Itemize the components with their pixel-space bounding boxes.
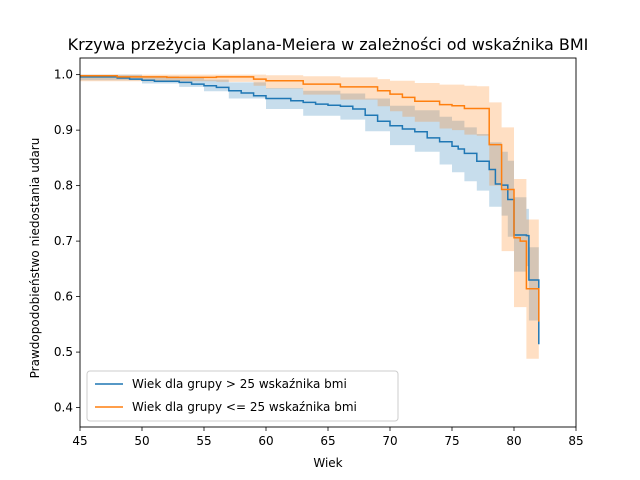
y-tick-label: 1.0 xyxy=(54,68,73,82)
y-tick-label: 0.9 xyxy=(54,123,73,137)
x-tick-label: 55 xyxy=(196,434,211,448)
y-tick-label: 0.4 xyxy=(54,401,73,415)
x-tick-label: 80 xyxy=(506,434,521,448)
y-tick-label: 0.6 xyxy=(54,290,73,304)
y-axis-label: Prawdopodobieństwo niedostania udaru xyxy=(28,138,42,379)
survival-curve-bmi-25-or-less xyxy=(80,75,540,322)
y-tick-label: 0.8 xyxy=(54,179,73,193)
plot-frame xyxy=(79,57,577,428)
y-tick-label: 0.5 xyxy=(54,345,73,359)
x-tick-label: 60 xyxy=(258,434,273,448)
x-tick-label: 70 xyxy=(382,434,397,448)
legend-label-bmi-above-25: Wiek dla grupy > 25 wskaźnika bmi xyxy=(132,377,347,391)
y-tick-label: 0.7 xyxy=(54,234,73,248)
x-tick-label: 65 xyxy=(320,434,335,448)
legend-label-bmi-25-or-less: Wiek dla grupy <= 25 wskaźnika bmi xyxy=(132,400,357,414)
x-tick-label: 50 xyxy=(134,434,149,448)
x-axis-label: Wiek xyxy=(313,456,342,470)
survival-curve-bmi-above-25 xyxy=(80,76,540,345)
legend: Wiek dla grupy > 25 wskaźnika bmi Wiek d… xyxy=(86,370,399,422)
x-tick-label: 75 xyxy=(444,434,459,448)
x-axis: 45 50 55 60 65 70 75 80 85 xyxy=(72,427,584,448)
y-axis: 0.4 0.5 0.6 0.7 0.8 0.9 1.0 xyxy=(54,68,80,415)
chart-title: Krzywa przeżycia Kaplana-Meiera w zależn… xyxy=(68,35,589,54)
plot-area xyxy=(80,74,540,412)
x-tick-label: 85 xyxy=(568,434,583,448)
legend-box xyxy=(86,370,399,422)
x-tick-label: 45 xyxy=(72,434,87,448)
confidence-band-bmi-25-or-less xyxy=(80,74,539,412)
